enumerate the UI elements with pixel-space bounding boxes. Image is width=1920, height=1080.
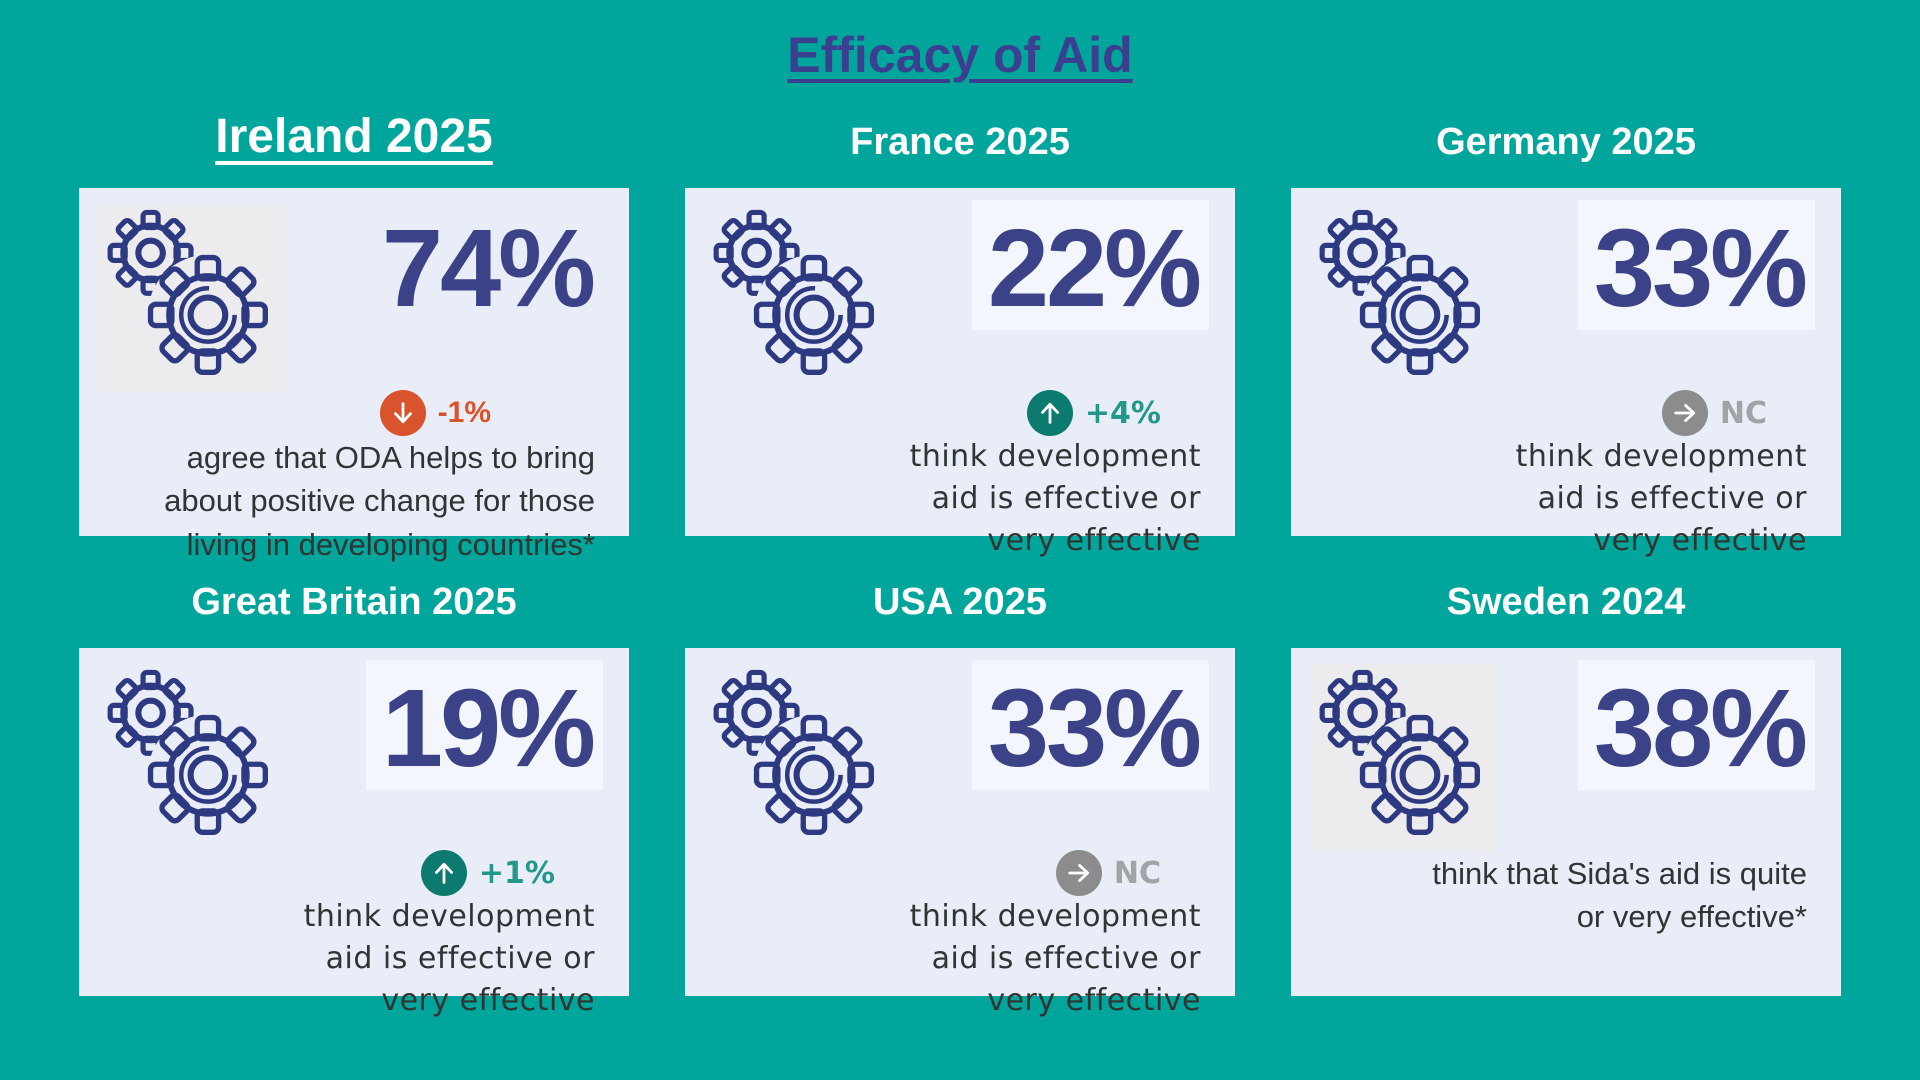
arrow-up-circle-icon xyxy=(420,850,467,896)
card-cell-ireland: Ireland 2025 74% -1% agree that ODA help… xyxy=(79,98,629,562)
card-top: 33% xyxy=(1309,200,1815,392)
stat-description: think development aid is effective or ve… xyxy=(703,896,1209,1022)
gears-icon xyxy=(703,664,891,852)
stat-description: think that Sida's aid is quite or very e… xyxy=(1309,852,1815,939)
gears-icon xyxy=(97,204,285,392)
stat-card-germany: 33% NC think development aid is effectiv… xyxy=(1291,188,1841,558)
stat-value: 19% xyxy=(365,660,603,790)
stat-card-france: 22% +4% think development aid is effecti… xyxy=(685,188,1235,558)
country-title-sweden: Sweden 2024 xyxy=(1446,581,1686,623)
page-title: Efficacy of Aid xyxy=(787,27,1133,83)
card-cell-sweden: Sweden 2024 38% think that Sida's aid is… xyxy=(1291,558,1841,996)
stat-card-ireland: 74% -1% agree that ODA helps to bring ab… xyxy=(79,188,629,562)
change-row: NC xyxy=(703,850,1209,896)
change-value: +1% xyxy=(478,855,555,891)
stat-card-great-britain: 19% +1% think development aid is effecti… xyxy=(79,648,629,1018)
text-line: think development xyxy=(303,899,595,934)
country-title-usa: USA 2025 xyxy=(873,581,1047,623)
text-line: think development xyxy=(909,899,1201,934)
stat-description: agree that ODA helps to bring about posi… xyxy=(97,436,603,566)
card-cell-france: France 2025 22% +4% think development xyxy=(685,98,1235,558)
arrow-right-circle-icon xyxy=(1661,390,1708,436)
card-top: 74% xyxy=(97,200,603,392)
change-row: +1% xyxy=(97,850,603,896)
text-line: very effective xyxy=(987,983,1201,1018)
text-line: aid is effective or xyxy=(931,481,1201,516)
arrow-right-circle-icon xyxy=(1055,850,1102,896)
change-value: NC xyxy=(1113,855,1161,891)
card-top: 33% xyxy=(703,660,1209,852)
change-row: +4% xyxy=(703,390,1209,436)
arrow-down-circle-icon xyxy=(379,390,426,436)
change-value: -1% xyxy=(437,396,491,429)
stat-description: think development aid is effective or ve… xyxy=(703,436,1209,562)
card-top: 19% xyxy=(97,660,603,852)
card-top: 22% xyxy=(703,200,1209,392)
cards-grid: Ireland 2025 74% -1% agree that ODA help… xyxy=(79,98,1841,1018)
country-title-france: France 2025 xyxy=(850,121,1070,163)
text-line: think development xyxy=(1515,439,1807,474)
text-line: living in developing countries* xyxy=(186,526,595,562)
text-line: aid is effective or xyxy=(325,941,595,976)
change-value: NC xyxy=(1719,395,1767,431)
stat-value: 33% xyxy=(971,660,1209,790)
country-title-germany: Germany 2025 xyxy=(1436,121,1696,163)
country-title-ireland: Ireland 2025 xyxy=(215,110,493,163)
stat-value: 22% xyxy=(971,200,1209,330)
stat-value: 38% xyxy=(1577,660,1815,790)
gears-icon xyxy=(97,664,285,852)
text-line: very effective xyxy=(987,523,1201,558)
arrow-up-circle-icon xyxy=(1026,390,1073,436)
gears-icon xyxy=(1309,204,1497,392)
card-cell-usa: USA 2025 33% NC think development aid xyxy=(685,558,1235,1018)
stat-card-sweden: 38% think that Sida's aid is quite or ve… xyxy=(1291,648,1841,996)
card-cell-germany: Germany 2025 33% NC think development xyxy=(1291,98,1841,558)
text-line: very effective xyxy=(1593,523,1807,558)
card-top: 38% xyxy=(1309,660,1815,852)
change-row: -1% xyxy=(97,390,603,436)
stat-description: think development aid is effective or ve… xyxy=(97,896,603,1022)
country-title-great-britain: Great Britain 2025 xyxy=(191,581,517,623)
gears-icon xyxy=(703,204,891,392)
stat-value: 33% xyxy=(1577,200,1815,330)
card-cell-great-britain: Great Britain 2025 19% +1% think develop… xyxy=(79,558,629,1018)
text-line: very effective xyxy=(381,983,595,1018)
stat-description: think development aid is effective or ve… xyxy=(1309,436,1815,562)
text-line: think development xyxy=(909,439,1201,474)
text-line: think that Sida's aid is quite xyxy=(1432,856,1807,891)
stat-value: 74% xyxy=(381,207,596,330)
text-line: about positive change for those xyxy=(164,483,595,519)
change-row: NC xyxy=(1309,390,1815,436)
change-value: +4% xyxy=(1084,395,1161,431)
text-line: or very effective* xyxy=(1576,899,1807,935)
gears-icon xyxy=(1309,664,1497,852)
stat-card-usa: 33% NC think development aid is effectiv… xyxy=(685,648,1235,1018)
text-line: aid is effective or xyxy=(931,941,1201,976)
text-line: aid is effective or xyxy=(1537,481,1807,516)
text-line: agree that ODA helps to bring xyxy=(186,440,595,475)
